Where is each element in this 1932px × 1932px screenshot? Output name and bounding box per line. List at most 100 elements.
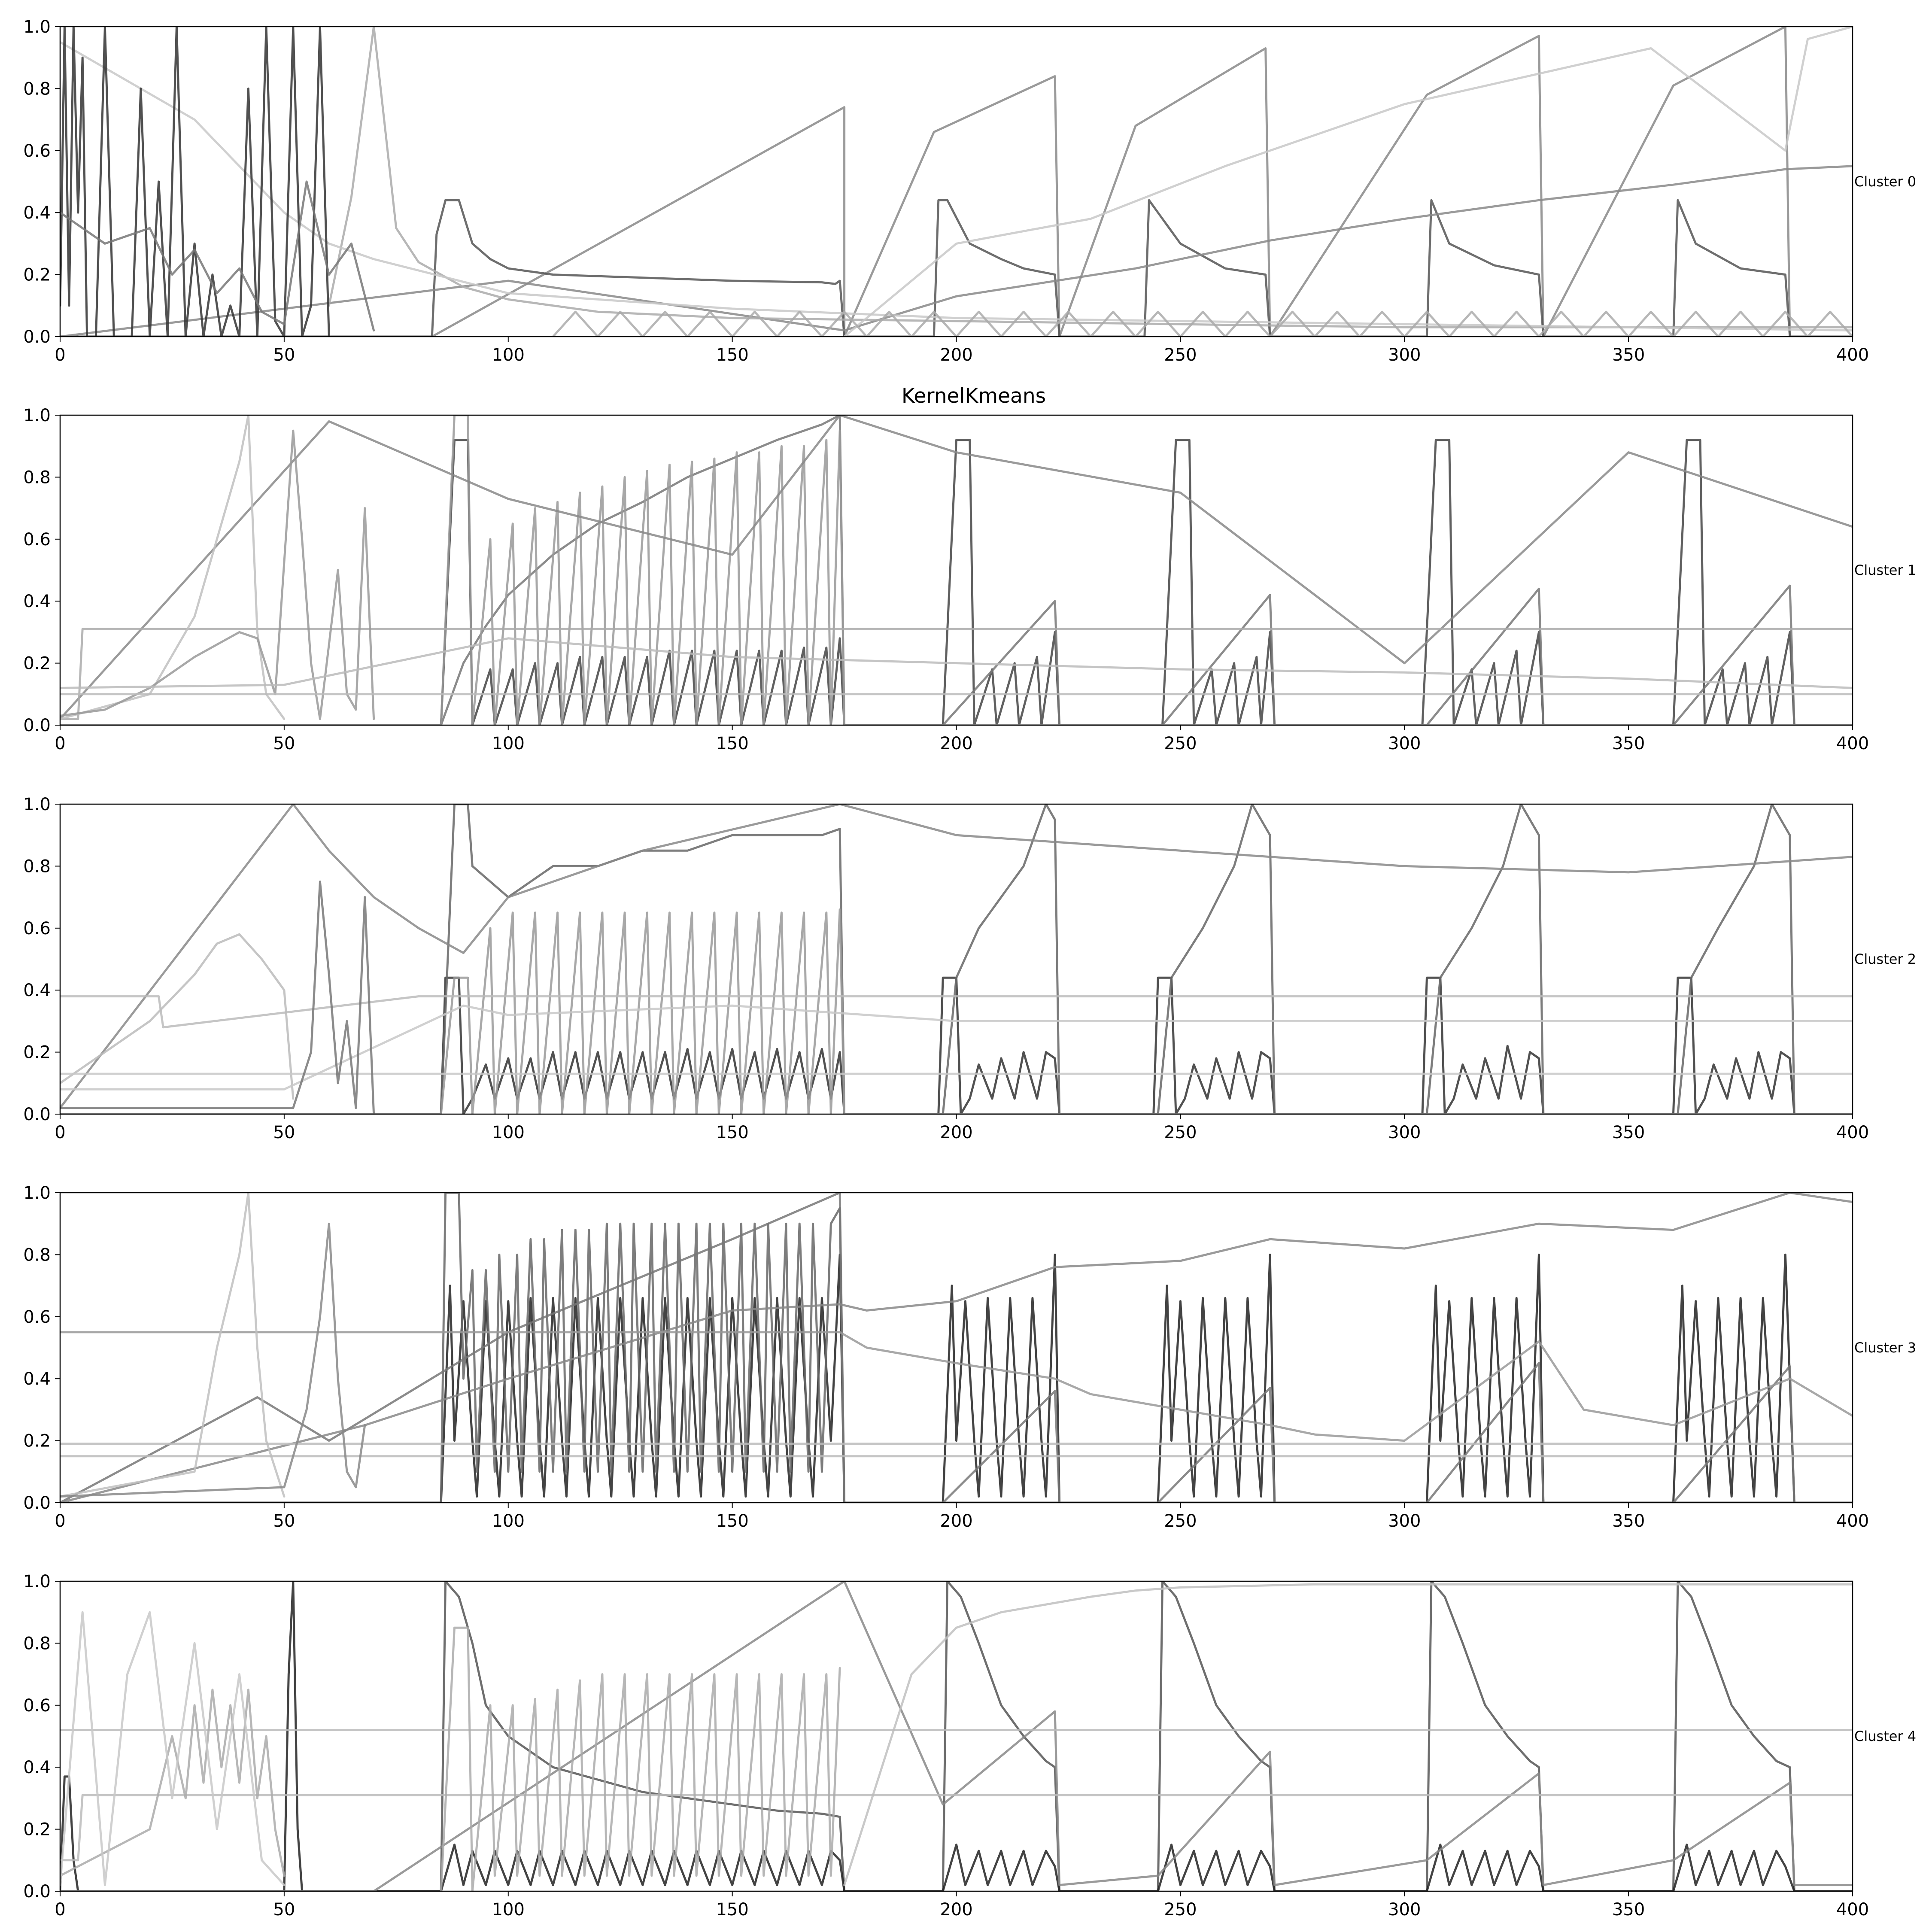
y-tick-label: 0.4 <box>23 203 51 223</box>
series-line <box>60 1253 1853 1503</box>
series-line <box>60 1193 1853 1503</box>
x-tick-label: 200 <box>940 734 972 753</box>
x-tick-label: 400 <box>1836 1123 1869 1142</box>
x-tick-label: 200 <box>940 1511 972 1531</box>
y-tick-label: 0.8 <box>23 1245 51 1265</box>
series-line <box>60 439 1853 725</box>
x-tick-label: 200 <box>940 1900 972 1920</box>
x-tick-label: 300 <box>1388 345 1421 365</box>
y-tick-label: 1.0 <box>23 406 51 425</box>
series-group <box>60 804 1853 1114</box>
x-tick-label: 400 <box>1836 1900 1869 1920</box>
y-tick-label: 0.2 <box>23 1820 51 1840</box>
x-tick-label: 100 <box>492 1123 525 1142</box>
y-tick-label: 0.6 <box>23 919 51 939</box>
x-tick-label: 400 <box>1836 1511 1869 1531</box>
x-tick-label: 100 <box>492 345 525 365</box>
series-line <box>60 933 295 1100</box>
x-tick-label: 0 <box>55 1900 65 1920</box>
series-line <box>60 415 1853 725</box>
cluster-label: Cluster 0 <box>1854 173 1916 190</box>
y-tick-label: 1.0 <box>23 17 51 37</box>
x-tick-label: 250 <box>1164 1123 1197 1142</box>
x-tick-label: 350 <box>1612 345 1645 365</box>
cluster-label: Cluster 4 <box>1854 1728 1916 1744</box>
series-line <box>60 1581 1853 1891</box>
x-tick-label: 400 <box>1836 734 1869 753</box>
y-tick-label: 0.4 <box>23 981 51 1000</box>
y-tick-label: 0.6 <box>23 1696 51 1716</box>
x-tick-label: 50 <box>273 734 295 753</box>
x-tick-label: 250 <box>1164 1511 1197 1531</box>
y-tick-label: 0.2 <box>23 654 51 674</box>
y-tick-label: 0.8 <box>23 468 51 487</box>
y-tick-label: 1.0 <box>23 1572 51 1592</box>
series-line <box>60 27 330 337</box>
series-line <box>60 1222 366 1498</box>
y-tick-label: 0.0 <box>23 716 51 735</box>
series-line <box>60 1193 1853 1503</box>
series-line <box>60 1611 286 1886</box>
series-line <box>60 804 1853 1109</box>
x-tick-label: 150 <box>716 1900 748 1920</box>
series-line <box>60 628 1853 720</box>
series-line <box>60 429 375 720</box>
series-line <box>60 27 1853 337</box>
series-line <box>60 1331 1853 1442</box>
x-tick-label: 0 <box>55 1511 65 1531</box>
x-tick-label: 250 <box>1164 345 1197 365</box>
series-line <box>552 310 1853 337</box>
cluster-label: Cluster 3 <box>1854 1340 1916 1356</box>
series-line <box>60 180 375 332</box>
cluster-label: Cluster 1 <box>1854 562 1916 578</box>
cluster-panel: 0 50 100 150 200 250 300 350 400 0.0 0.2 0.4 0.6 0.8 1… <box>23 1572 1916 1920</box>
x-tick-label: 200 <box>940 1123 972 1142</box>
x-tick-label: 100 <box>492 1900 525 1920</box>
series-line <box>60 976 1853 1114</box>
series-group <box>60 415 1853 725</box>
cluster-panel: 0 50 100 150 200 250 300 350 400 0.0 0.2 0.4 0.6 0.8 1… <box>23 795 1916 1142</box>
y-tick-label: 0.4 <box>23 592 51 611</box>
x-tick-label: 50 <box>273 1900 295 1920</box>
y-tick-label: 0.6 <box>23 530 51 550</box>
y-tick-label: 1.0 <box>23 1183 51 1203</box>
series-line <box>60 1193 1853 1503</box>
y-tick-label: 0.8 <box>23 1634 51 1653</box>
series-line <box>60 1581 1853 1891</box>
x-tick-label: 350 <box>1612 734 1645 753</box>
y-tick-label: 0.0 <box>23 1882 51 1902</box>
series-line <box>60 415 1853 725</box>
panels: 0 50 100 150 200 250 300 350 400 0.0 0.2 0.4 0.6 0.8 1… <box>23 17 1916 1920</box>
x-tick-label: 250 <box>1164 1900 1197 1920</box>
x-tick-label: 350 <box>1612 1511 1645 1531</box>
series-line <box>843 1583 1853 1886</box>
x-tick-label: 350 <box>1612 1900 1645 1920</box>
series-line <box>328 27 1853 328</box>
x-tick-label: 350 <box>1612 1123 1645 1142</box>
cluster-panel: 0 50 100 150 200 250 300 350 400 0.0 0.2 0.4 0.6 0.8 1… <box>23 17 1916 365</box>
y-tick-label: 0.6 <box>23 1307 51 1327</box>
series-group <box>60 27 1853 337</box>
cluster-label: Cluster 2 <box>1854 951 1916 967</box>
x-tick-label: 150 <box>716 1123 748 1142</box>
y-tick-label: 0.0 <box>23 327 51 347</box>
series-line <box>60 165 1853 337</box>
series-line <box>60 1794 1853 1862</box>
series-line <box>60 1689 286 1877</box>
x-tick-label: 300 <box>1388 734 1421 753</box>
series-group <box>60 1581 1853 1891</box>
y-tick-label: 0.4 <box>23 1758 51 1777</box>
y-tick-label: 1.0 <box>23 795 51 814</box>
y-tick-label: 0.2 <box>23 1043 51 1063</box>
series-group <box>60 1193 1853 1503</box>
y-tick-label: 0.8 <box>23 857 51 876</box>
x-tick-label: 50 <box>273 345 295 365</box>
x-tick-label: 200 <box>940 345 972 365</box>
x-tick-label: 50 <box>273 1511 295 1531</box>
x-tick-label: 50 <box>273 1123 295 1142</box>
x-tick-label: 250 <box>1164 734 1197 753</box>
x-tick-label: 300 <box>1388 1900 1421 1920</box>
series-line <box>60 1004 1853 1091</box>
cluster-panel: 0 50 100 150 200 250 300 350 400 0.0 0.2 0.4 0.6 0.8 1… <box>23 1183 1916 1531</box>
series-line <box>60 881 375 1114</box>
